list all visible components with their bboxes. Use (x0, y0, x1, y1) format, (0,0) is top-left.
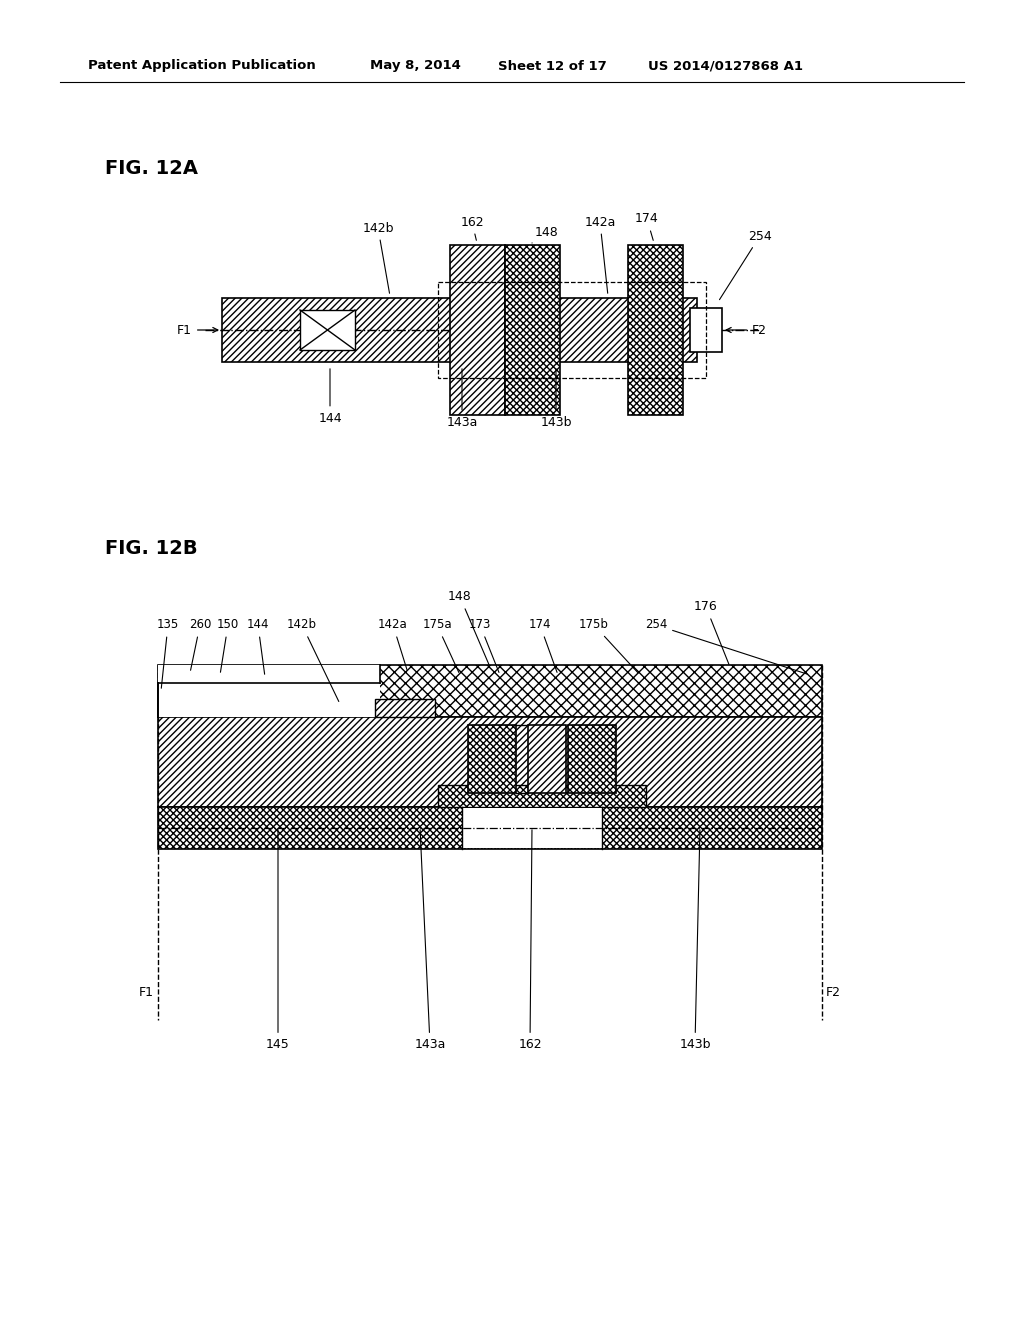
Text: 135: 135 (157, 619, 179, 688)
Text: 143a: 143a (415, 830, 445, 1051)
Text: 143a: 143a (446, 368, 477, 429)
Text: US 2014/0127868 A1: US 2014/0127868 A1 (648, 59, 803, 73)
Text: 148: 148 (449, 590, 488, 664)
Bar (438, 785, 646, 807)
Text: 142a: 142a (378, 619, 408, 671)
Text: 144: 144 (247, 619, 269, 675)
Text: F2: F2 (726, 323, 767, 337)
Bar (690, 308, 722, 352)
Text: 260: 260 (188, 619, 211, 671)
Bar (462, 808, 602, 847)
Text: 142b: 142b (362, 222, 394, 293)
Text: FIG. 12B: FIG. 12B (105, 539, 198, 557)
Text: 175a: 175a (422, 619, 459, 672)
Text: 150: 150 (217, 619, 240, 672)
Text: 254: 254 (720, 230, 772, 300)
Text: 143b: 143b (541, 368, 571, 429)
Bar (222, 298, 542, 362)
Bar (158, 665, 380, 682)
Text: F1: F1 (177, 323, 218, 337)
Text: 162: 162 (460, 215, 483, 240)
Bar (300, 310, 355, 350)
Text: 145: 145 (266, 830, 290, 1051)
Text: FIG. 12A: FIG. 12A (105, 158, 198, 177)
Bar (542, 298, 697, 362)
Text: 176: 176 (694, 601, 729, 664)
Bar (158, 717, 822, 807)
Text: 144: 144 (318, 368, 342, 425)
Text: Sheet 12 of 17: Sheet 12 of 17 (498, 59, 607, 73)
Bar (468, 725, 516, 793)
Bar (158, 665, 822, 717)
Bar (375, 700, 435, 717)
Text: 175b: 175b (579, 619, 638, 673)
Text: 174: 174 (528, 619, 557, 672)
Bar (628, 246, 683, 414)
Bar (568, 725, 616, 793)
Text: 173: 173 (469, 619, 499, 672)
Bar (528, 725, 566, 793)
Text: 143b: 143b (679, 830, 711, 1051)
Text: 142b: 142b (287, 619, 339, 701)
Bar (158, 807, 822, 849)
Text: F2: F2 (826, 986, 841, 998)
Text: 142a: 142a (585, 215, 615, 293)
Text: 162: 162 (518, 830, 542, 1051)
Text: F1: F1 (139, 986, 154, 998)
Bar (158, 682, 380, 717)
Bar (450, 246, 505, 414)
Text: Patent Application Publication: Patent Application Publication (88, 59, 315, 73)
Text: 148: 148 (532, 226, 559, 243)
Bar (438, 282, 706, 378)
Bar (505, 246, 560, 414)
Text: May 8, 2014: May 8, 2014 (370, 59, 461, 73)
Text: 174: 174 (635, 213, 658, 240)
Text: 254: 254 (645, 619, 807, 675)
